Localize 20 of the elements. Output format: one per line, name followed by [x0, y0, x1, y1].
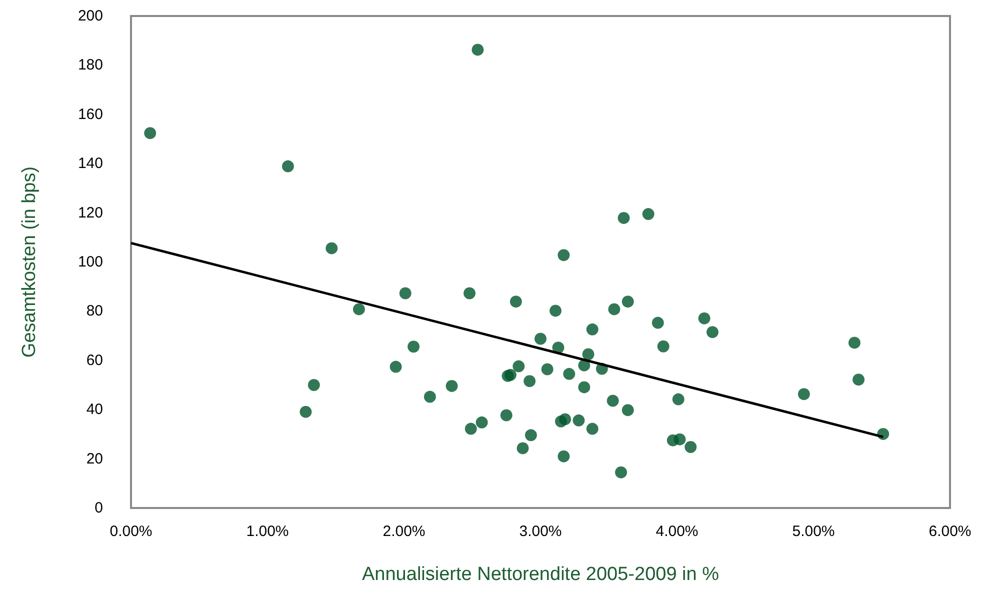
x-tick-label: 1.00%: [246, 523, 289, 540]
y-tick-label: 20: [86, 450, 103, 468]
x-tick-label: 2.00%: [382, 523, 426, 540]
y-tick-label: 80: [86, 302, 103, 320]
x-tick-label: 3.00%: [519, 523, 562, 540]
x-tick-label: 6.00%: [928, 523, 972, 540]
y-tick-label: 140: [78, 155, 103, 172]
x-tick-label: 4.00%: [656, 523, 698, 540]
y-axis-title: Gesamtkosten (in bps): [19, 166, 40, 358]
y-tick-label: 60: [86, 352, 103, 369]
y-tick-label: 0: [94, 500, 103, 516]
y-tick-label: 200: [78, 8, 103, 24]
x-axis-title: Annualisierte Nettorendite 2005-2009 in %: [362, 564, 720, 585]
y-tick-label: 40: [86, 401, 103, 418]
y-tick-label: 180: [78, 56, 103, 74]
x-tick-label: 5.00%: [792, 523, 835, 540]
y-tick-label: 160: [78, 106, 103, 123]
x-tick-label: 0.00%: [110, 523, 152, 540]
y-tick-label: 120: [78, 204, 103, 222]
y-tick-label: 100: [78, 254, 103, 270]
